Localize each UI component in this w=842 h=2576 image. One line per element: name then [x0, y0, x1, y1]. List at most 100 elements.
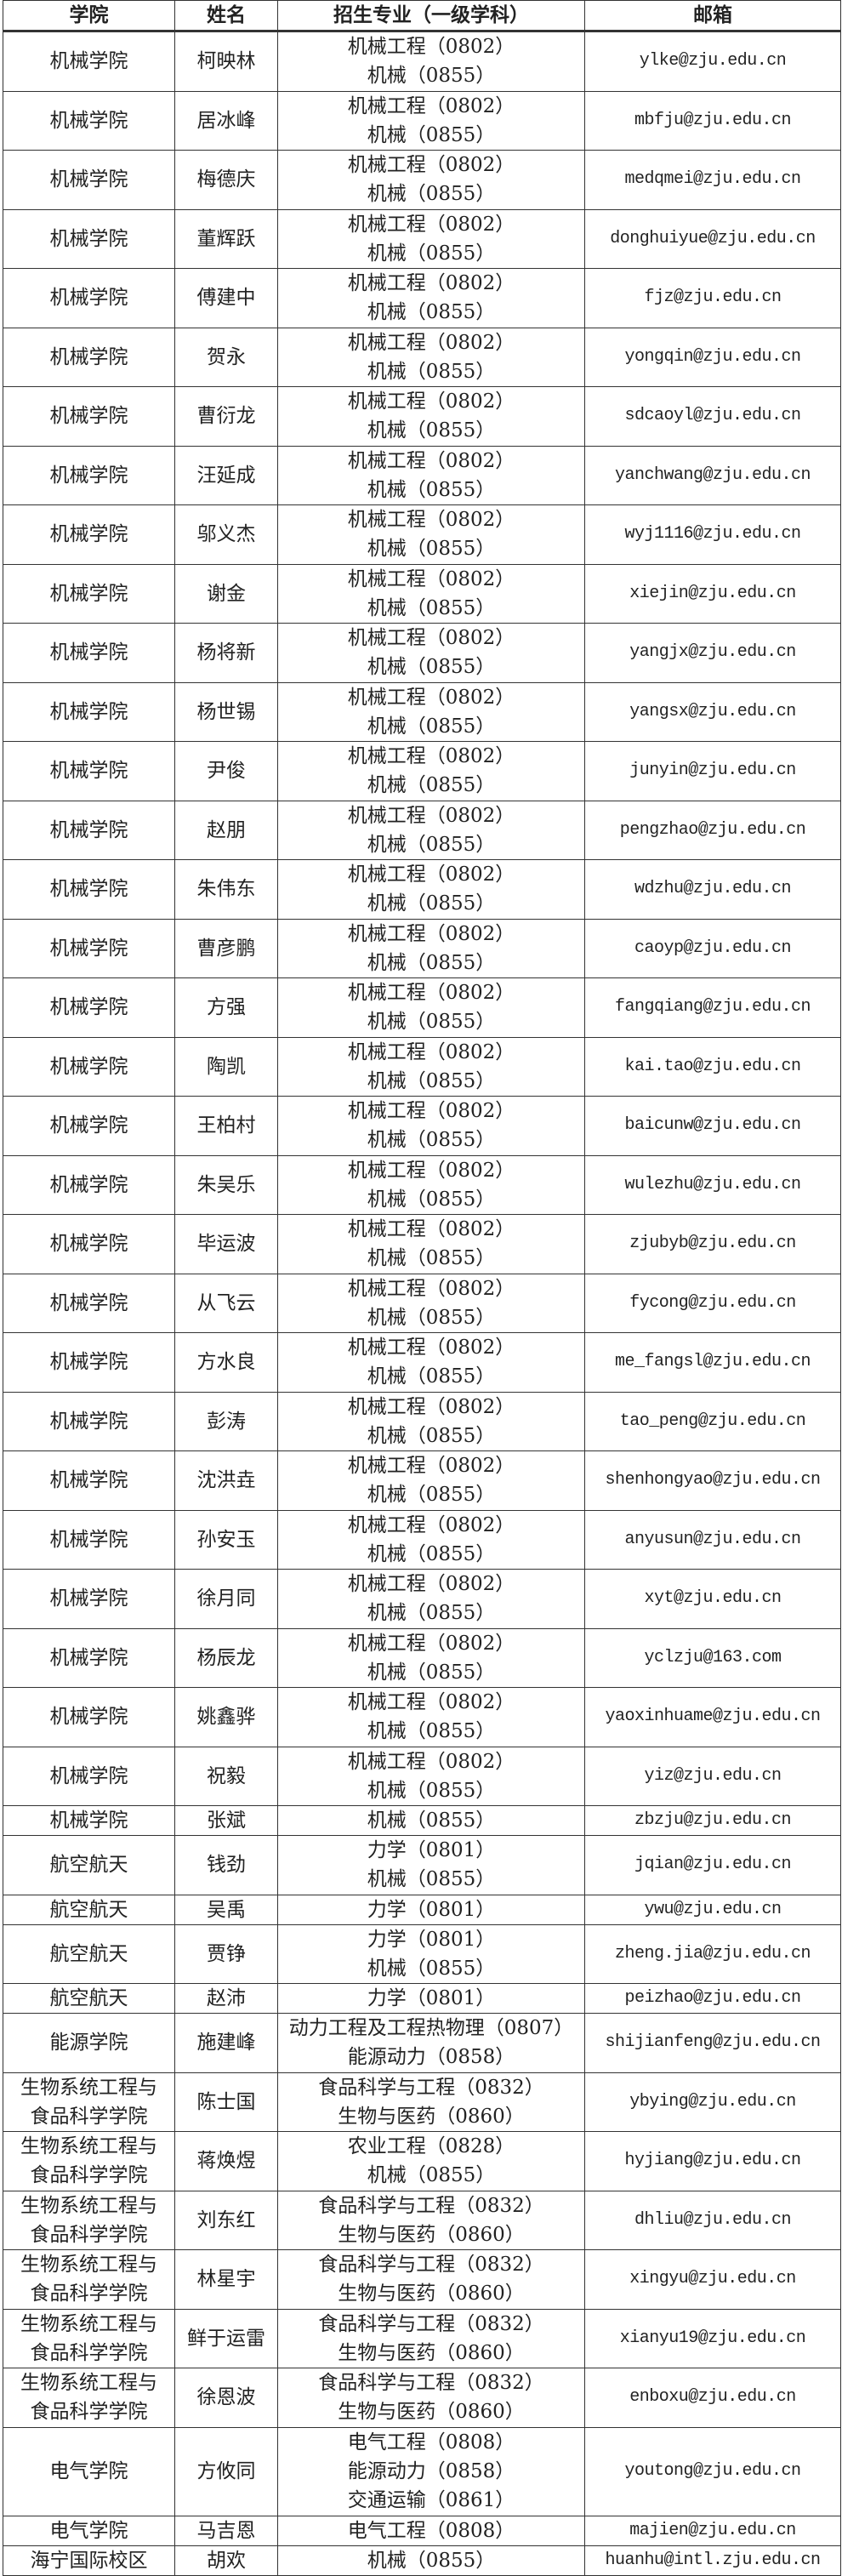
- college-cell: 航空航天: [3, 1894, 175, 1925]
- name-cell: 谢金: [174, 563, 278, 624]
- college-cell: 电气学院: [3, 2515, 175, 2546]
- major-item: 力学（0801）: [367, 1898, 496, 1921]
- college-cell: 机械学院: [3, 1273, 175, 1333]
- major-item: 力学（0801）: [367, 1987, 496, 2009]
- email-cell: wdzhu@zju.edu.cn: [584, 859, 841, 920]
- major-item: 机械工程（0802）: [347, 804, 515, 827]
- college-cell: 机械学院: [3, 859, 175, 920]
- major-cell: 力学（0801）: [277, 1894, 585, 1925]
- college-cell: 机械学院: [3, 1214, 175, 1274]
- email-cell: wulezhu@zju.edu.cn: [584, 1154, 841, 1215]
- name-cell: 沈洪垚: [174, 1450, 278, 1511]
- major-cell: 机械工程（0802） 机械（0855）: [277, 741, 585, 801]
- table-row: 机械学院 张斌 机械（0855） zbzju@zju.edu.cn: [3, 1805, 841, 1836]
- table-row: 机械学院 梅德庆 机械工程（0802） 机械（0855） medqmei@zju.edu…: [3, 150, 841, 210]
- header-email: 邮箱: [584, 0, 841, 32]
- email-cell: mbfju@zju.edu.cn: [584, 90, 841, 151]
- major-item: 机械工程（0802）: [347, 1395, 515, 1418]
- college-cell: 机械学院: [3, 1746, 175, 1806]
- major-item: 机械（0855）: [367, 2549, 496, 2572]
- name-cell: 尹俊: [174, 741, 278, 801]
- major-item: 机械工程（0802）: [347, 154, 515, 177]
- major-cell: 机械工程（0802） 机械（0855）: [277, 1687, 585, 1747]
- major-item: 机械（0855）: [367, 1602, 496, 1625]
- major-cell: 动力工程及工程热物理（0807） 能源动力（0858）: [277, 2013, 585, 2073]
- table-row: 电气学院 马吉恩 电气工程（0808） majien@zju.edu.cn: [3, 2515, 841, 2546]
- major-item: 电气工程（0808）: [347, 2431, 515, 2453]
- major-item: 能源动力（0858）: [347, 2460, 515, 2482]
- table-row: 机械学院 毕运波 机械工程（0802） 机械（0855） zjubyb@zju.edu.…: [3, 1214, 841, 1274]
- name-cell: 梅德庆: [174, 150, 278, 210]
- table-row: 机械学院 贺永 机械工程（0802） 机械（0855） yongqin@zju.edu.…: [3, 327, 841, 387]
- name-cell: 吴禹: [174, 1894, 278, 1925]
- major-item: 食品科学与工程（0832）: [318, 2194, 544, 2217]
- college-cell: 机械学院: [3, 1509, 175, 1570]
- name-cell: 邬义杰: [174, 504, 278, 565]
- major-cell: 机械工程（0802） 机械（0855）: [277, 150, 585, 210]
- email-cell: tao_peng@zju.edu.cn: [584, 1391, 841, 1451]
- table-row: 机械学院 王柏村 机械工程（0802） 机械（0855） baicunw@zju.edu…: [3, 1096, 841, 1156]
- email-cell: donghuiyue@zju.edu.cn: [584, 208, 841, 269]
- major-item: 机械工程（0802）: [347, 449, 515, 472]
- college-cell: 机械学院: [3, 1450, 175, 1511]
- major-cell: 力学（0801）: [277, 1983, 585, 2014]
- college-cell: 机械学院: [3, 327, 175, 387]
- email-cell: zbzju@zju.edu.cn: [584, 1805, 841, 1836]
- major-item: 机械工程（0802）: [347, 36, 515, 59]
- major-item: 机械（0855）: [367, 1188, 496, 1211]
- college-cell: 机械学院: [3, 1687, 175, 1747]
- major-item: 机械（0855）: [367, 538, 496, 561]
- major-item: 机械工程（0802）: [347, 922, 515, 945]
- major-item: 机械（0855）: [367, 1424, 496, 1447]
- major-item: 机械工程（0802）: [347, 1218, 515, 1241]
- college-cell: 机械学院: [3, 1569, 175, 1629]
- major-item: 机械（0855）: [367, 1069, 496, 1092]
- name-cell: 曹彦鹏: [174, 918, 278, 978]
- email-cell: junyin@zju.edu.cn: [584, 741, 841, 801]
- table-row: 机械学院 朱伟东 机械工程（0802） 机械（0855） wdzhu@zju.edu.c…: [3, 859, 841, 920]
- name-cell: 朱伟东: [174, 859, 278, 920]
- major-cell: 机械工程（0802） 机械（0855）: [277, 445, 585, 505]
- major-cell: 机械工程（0802） 机械（0855）: [277, 1036, 585, 1097]
- table-body: 机械学院 柯映林 机械工程（0802） 机械（0855） ylke@zju.edu.cn…: [3, 31, 841, 2576]
- major-item: 机械（0855）: [367, 1542, 496, 1565]
- major-cell: 机械工程（0802） 机械（0855）: [277, 1096, 585, 1156]
- major-item: 生物与医药（0860）: [338, 2341, 525, 2364]
- major-item: 机械工程（0802）: [347, 1632, 515, 1655]
- major-item: 机械工程（0802）: [347, 1750, 515, 1773]
- major-item: 机械工程（0802）: [347, 94, 515, 117]
- email-cell: yaoxinhuame@zju.edu.cn: [584, 1687, 841, 1747]
- major-cell: 机械工程（0802） 机械（0855）: [277, 623, 585, 683]
- major-cell: 机械工程（0802） 机械（0855）: [277, 1332, 585, 1393]
- email-cell: wyj1116@zju.edu.cn: [584, 504, 841, 565]
- major-item: 生物与医药（0860）: [338, 2282, 525, 2305]
- major-item: 机械（0855）: [367, 774, 496, 797]
- email-cell: yangjx@zju.edu.cn: [584, 623, 841, 683]
- college-cell: 机械学院: [3, 445, 175, 505]
- table-row: 生物系统工程与食品科学学院 林星宇 食品科学与工程（0832） 生物与医药（0860）…: [3, 2249, 841, 2310]
- email-cell: medqmei@zju.edu.cn: [584, 150, 841, 210]
- table-row: 机械学院 汪延成 机械工程（0802） 机械（0855） yanchwang@zju.e…: [3, 445, 841, 505]
- major-item: 力学（0801）: [367, 1928, 496, 1951]
- major-cell: 农业工程（0828） 机械（0855）: [277, 2131, 585, 2191]
- email-cell: xiejin@zju.edu.cn: [584, 563, 841, 624]
- header-name: 姓名: [174, 0, 278, 32]
- table-row: 航空航天 贾铮 力学（0801） 机械（0855） zheng.jia@zju.edu.…: [3, 1923, 841, 1984]
- name-cell: 居冰峰: [174, 90, 278, 151]
- college-cell: 机械学院: [3, 681, 175, 742]
- email-cell: shenhongyao@zju.edu.cn: [584, 1450, 841, 1511]
- table-row: 机械学院 尹俊 机械工程（0802） 机械（0855） junyin@zju.edu.c…: [3, 741, 841, 801]
- major-cell: 机械工程（0802） 机械（0855）: [277, 386, 585, 447]
- major-item: 机械工程（0802）: [347, 1691, 515, 1714]
- name-cell: 傅建中: [174, 268, 278, 328]
- college-cell: 电气学院: [3, 2426, 175, 2516]
- major-cell: 食品科学与工程（0832） 生物与医药（0860）: [277, 2308, 585, 2368]
- college-cell: 机械学院: [3, 208, 175, 269]
- name-cell: 马吉恩: [174, 2515, 278, 2546]
- header-college: 学院: [3, 0, 175, 32]
- major-item: 机械工程（0802）: [347, 745, 515, 768]
- name-cell: 曹衍龙: [174, 386, 278, 447]
- college-cell: 机械学院: [3, 386, 175, 447]
- name-cell: 胡欢: [174, 2545, 278, 2576]
- college-cell: 海宁国际校区: [3, 2545, 175, 2576]
